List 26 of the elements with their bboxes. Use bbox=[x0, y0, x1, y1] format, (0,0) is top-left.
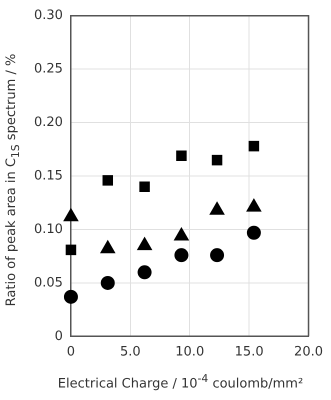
point bbox=[66, 244, 76, 256]
point bbox=[102, 175, 114, 186]
x-tick-label: 5.0 bbox=[120, 344, 141, 360]
y-tick-label: 0.15 bbox=[34, 168, 63, 184]
point bbox=[174, 248, 188, 262]
y-tick-label: 0.25 bbox=[34, 62, 63, 77]
y-tick-label: 0.05 bbox=[34, 275, 63, 290]
point bbox=[138, 265, 152, 280]
y-tick-label: 0 bbox=[54, 328, 63, 344]
y-tick-label: 0.10 bbox=[34, 222, 63, 237]
x-tick-label: 20.0 bbox=[294, 344, 324, 360]
x-tick-label: 15.0 bbox=[234, 344, 264, 360]
x-axis-title: Electrical Charge / 10$^{-4}$ coulomb/mm² bbox=[56, 372, 304, 392]
point bbox=[100, 276, 115, 290]
point bbox=[138, 238, 152, 250]
point bbox=[210, 248, 224, 262]
x-tick-label: 0 bbox=[66, 344, 76, 360]
point bbox=[246, 226, 261, 240]
y-tick-label: 0.20 bbox=[34, 115, 63, 130]
point bbox=[248, 140, 260, 152]
point bbox=[212, 154, 222, 166]
point bbox=[64, 290, 78, 304]
point bbox=[176, 150, 187, 162]
point bbox=[139, 182, 150, 192]
y-tick-label: 0.30 bbox=[34, 8, 63, 24]
x-tick-label: 10.0 bbox=[175, 344, 204, 360]
